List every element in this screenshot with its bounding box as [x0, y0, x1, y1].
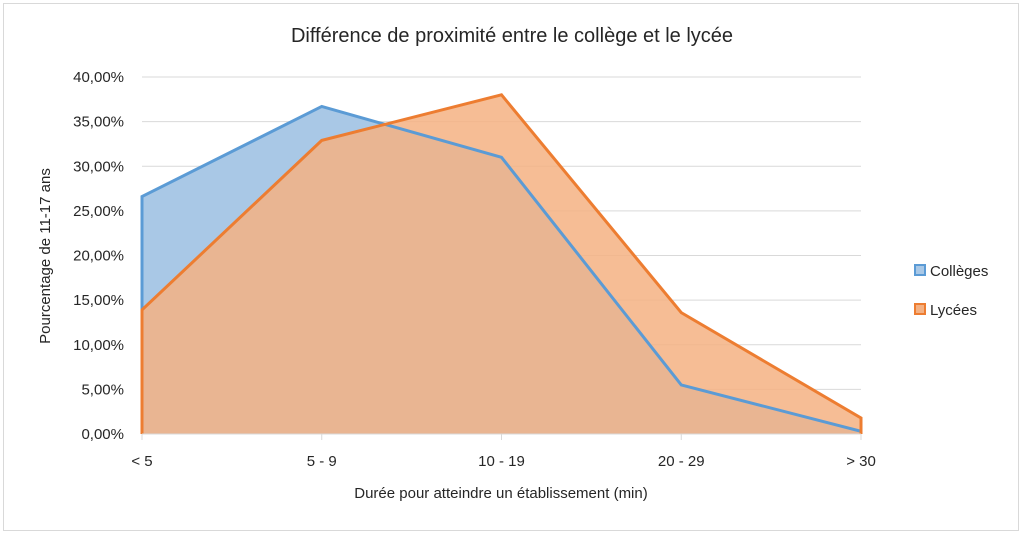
y-tick-label: 25,00% [73, 203, 124, 220]
y-tick-label: 40,00% [73, 69, 124, 86]
legend-swatch [914, 303, 926, 315]
y-tick-label: 35,00% [73, 114, 124, 131]
x-tick-label: 5 - 9 [307, 453, 337, 470]
y-tick-label: 0,00% [81, 426, 124, 443]
y-tick-label: 15,00% [73, 292, 124, 309]
x-tick-label: > 30 [846, 453, 876, 470]
y-tick-label: 30,00% [73, 158, 124, 175]
x-tick-label: < 5 [131, 453, 152, 470]
area-lycees [142, 94, 861, 434]
legend-label: Lycées [930, 302, 977, 319]
chart-frame [3, 3, 1019, 531]
chart-title: Différence de proximité entre le collège… [291, 25, 733, 47]
x-axis-label: Durée pour atteindre un établissement (m… [354, 485, 647, 502]
legend-label: Collèges [930, 263, 988, 280]
y-tick-label: 10,00% [73, 337, 124, 354]
y-tick-label: 20,00% [73, 248, 124, 265]
x-tick-label: 10 - 19 [478, 453, 525, 470]
y-tick-label: 5,00% [81, 381, 124, 398]
x-tick-label: 20 - 29 [658, 453, 705, 470]
y-axis-label: Pourcentage de 11-17 ans [37, 168, 54, 344]
legend-swatch [914, 264, 926, 276]
